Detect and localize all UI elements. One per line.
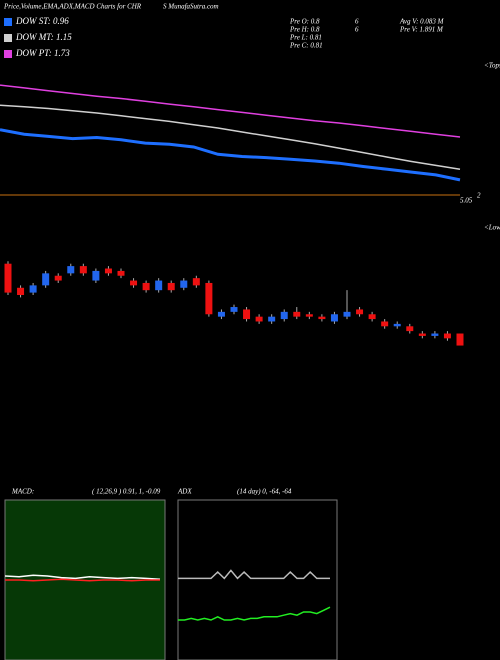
label-text: Pre V: 1.891 M: [399, 26, 444, 34]
candle-body: [217, 311, 225, 317]
candle-body: [443, 333, 451, 339]
legend-swatch: [4, 34, 12, 42]
candle-body: [393, 323, 401, 327]
series-line: [178, 606, 331, 621]
candle-body: [117, 270, 125, 276]
legend-swatch: [4, 50, 12, 58]
candle-body: [268, 316, 276, 322]
candle-body: [293, 311, 301, 317]
candle-body: [79, 266, 87, 274]
candle-body: [431, 333, 439, 336]
candle-body: [142, 282, 150, 291]
label-text: ( 12,26,9 ) 0.91, 1, -0.09: [92, 488, 161, 496]
label-text: <Lows: [484, 224, 500, 232]
label-text: ADX: [177, 488, 192, 496]
candle-body: [54, 275, 62, 281]
candle-body: [192, 278, 200, 286]
series-line: [178, 569, 330, 580]
candle-body: [130, 280, 138, 286]
label-text: Pre L: 0.81: [289, 34, 322, 42]
candle-body: [381, 321, 389, 327]
candle-body: [180, 280, 188, 288]
candle-body: [243, 309, 251, 320]
chart-title: Price,Volume,EMA,ADX,MACD Charts for CHR: [3, 3, 142, 11]
legend-text: DOW ST: 0.96: [15, 16, 69, 26]
label-text: Pre O: 0.8: [289, 18, 320, 26]
candle-body: [368, 314, 376, 320]
label-text: Pre H: 0.8: [289, 26, 320, 34]
series-line: [0, 84, 461, 138]
label-text: Avg V: 0.083 M: [399, 18, 445, 26]
legend-swatch: [4, 18, 12, 26]
candle-body: [92, 270, 100, 281]
series-line: [5, 578, 160, 582]
label-text: 6: [355, 26, 359, 34]
series-line: [0, 104, 461, 171]
candle-body: [230, 307, 238, 312]
candle-body: [29, 285, 37, 293]
legend-text: DOW PT: 1.73: [15, 48, 70, 58]
candle-body: [280, 311, 288, 320]
candle-body: [418, 333, 426, 336]
candle-body: [305, 314, 313, 317]
candle-body: [205, 282, 213, 315]
candle-body: [255, 316, 263, 322]
candle-body: [155, 280, 163, 291]
candle-body: [330, 314, 338, 322]
label-text: (14 day) 0, -64, -64: [237, 488, 292, 496]
label-text: 5.05: [460, 197, 473, 205]
candle-body: [343, 311, 351, 317]
label-text: MACD:: [11, 488, 34, 496]
candle-body: [456, 333, 464, 346]
candle-body: [104, 268, 112, 274]
candle-body: [167, 282, 175, 291]
chart-title: S MunafaSutra.com: [163, 3, 219, 11]
candle-body: [4, 263, 12, 293]
adx-panel: [177, 499, 338, 660]
candle-body: [17, 287, 25, 295]
candle-body: [356, 309, 364, 315]
series-line: [4, 574, 161, 580]
candle-body: [42, 273, 50, 286]
legend-text: DOW MT: 1.15: [15, 32, 72, 42]
series-line: [0, 128, 461, 182]
label-text: 2: [477, 192, 481, 200]
label-text: 6: [355, 18, 359, 26]
label-text: <Tops: [484, 62, 500, 70]
candle-body: [406, 326, 414, 332]
candle-body: [318, 316, 326, 320]
label-text: Pre C: 0.81: [289, 42, 323, 50]
candle-body: [67, 266, 75, 274]
